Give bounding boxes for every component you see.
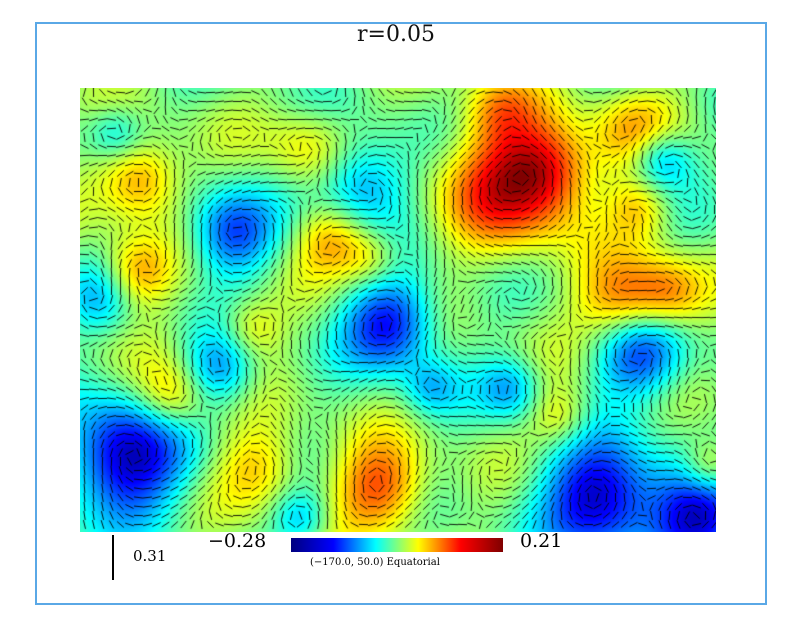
vector-scale-bar [112,535,114,580]
vector-scale-value: 0.31 [133,547,167,565]
colorbar [291,538,503,552]
colorbar-min-label: −0.28 [208,530,267,552]
colorbar-max-label: 0.21 [520,530,563,552]
polarization-map [80,88,716,532]
map-canvas [80,88,716,532]
coordinate-label: (−170.0, 50.0) Equatorial [310,557,440,568]
map-title: r=0.05 [357,22,435,47]
